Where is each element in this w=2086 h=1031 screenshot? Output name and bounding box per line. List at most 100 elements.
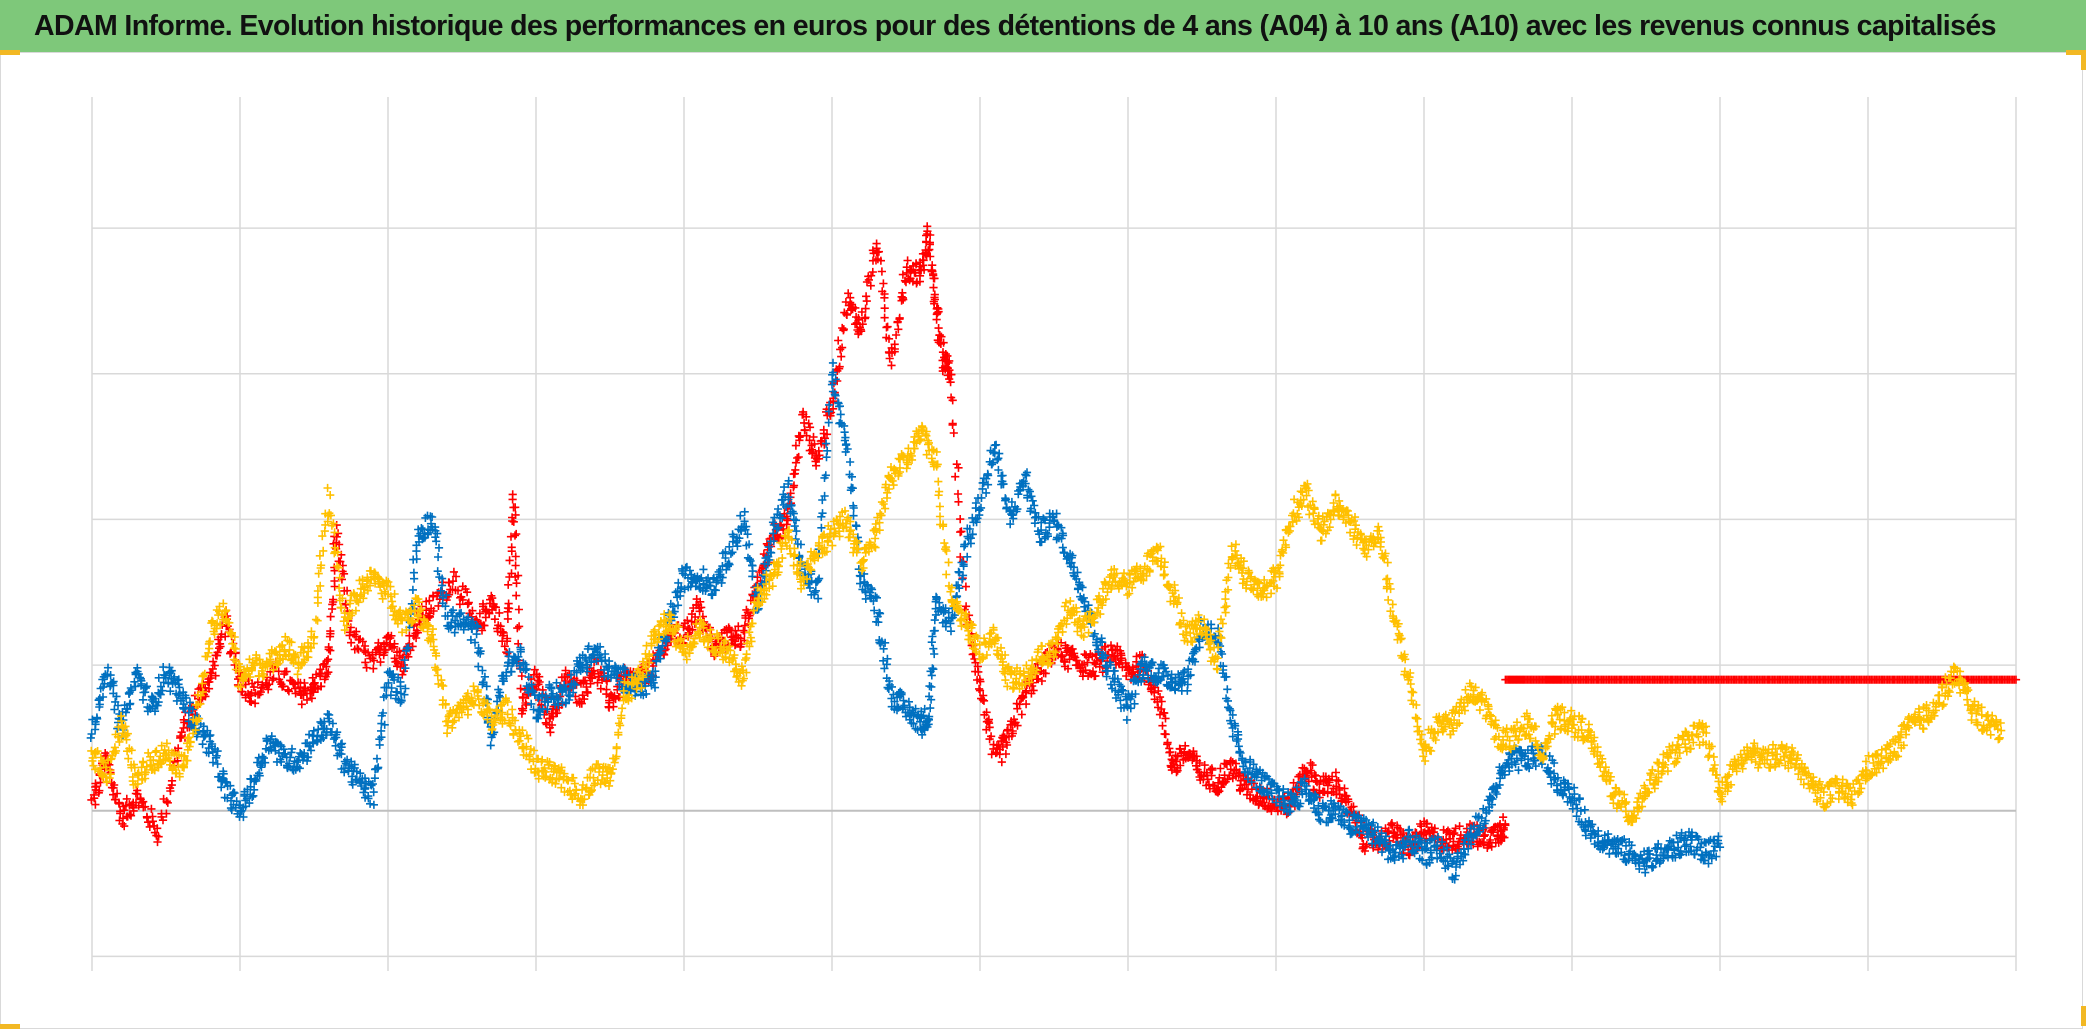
data-point: [480, 621, 489, 630]
data-point: [894, 325, 903, 334]
data-point: [511, 510, 520, 519]
data-point: [1022, 700, 1031, 709]
data-point: [1161, 730, 1170, 739]
data-point: [369, 788, 378, 797]
data-point: [432, 537, 441, 546]
data-point: [975, 686, 985, 695]
data-point: [1636, 851, 1645, 860]
data-point: [463, 588, 472, 597]
data-point: [872, 239, 881, 248]
corner-mark-top-left: [0, 50, 20, 55]
data-point: [148, 812, 157, 821]
data-point: [919, 261, 928, 270]
data-point: [946, 627, 956, 636]
data-point: [979, 691, 988, 700]
data-point: [926, 704, 935, 713]
data-point: [210, 661, 219, 670]
data-point: [945, 356, 954, 365]
data-point: [387, 631, 396, 640]
data-point: [933, 308, 942, 317]
data-point: [596, 684, 605, 693]
data-point: [324, 668, 333, 677]
data-point: [834, 336, 843, 345]
data-point: [696, 597, 705, 606]
data-point: [162, 797, 171, 806]
data-point: [920, 265, 929, 274]
data-point: [512, 579, 521, 588]
data-point: [791, 441, 800, 450]
data-point: [278, 682, 287, 691]
data-point: [145, 822, 154, 831]
corner-mark-bottom-left: [0, 1024, 20, 1029]
data-point: [1117, 654, 1126, 663]
data-point: [930, 290, 939, 299]
data-point: [307, 694, 316, 703]
data-point: [326, 646, 335, 655]
data-point: [961, 582, 970, 591]
data-point: [212, 651, 222, 660]
data-point: [1580, 805, 1589, 814]
data-point: [683, 616, 692, 625]
data-point: [954, 463, 963, 472]
data-point: [951, 472, 960, 481]
data-point: [238, 687, 247, 696]
data-point: [269, 674, 278, 683]
data-point: [582, 682, 591, 692]
data-point: [588, 674, 597, 683]
data-point: [985, 723, 994, 732]
data-point: [289, 680, 298, 689]
data-point: [512, 591, 521, 600]
data-point: [925, 240, 934, 249]
data-point: [561, 666, 570, 675]
data-point: [282, 667, 291, 676]
data-point: [404, 652, 413, 661]
data-point: [975, 675, 984, 684]
data-point: [1013, 704, 1022, 713]
data-point: [1002, 738, 1011, 747]
data-point: [789, 481, 799, 490]
data-point: [998, 742, 1007, 751]
data-point: [1166, 747, 1175, 757]
data-point: [334, 529, 343, 538]
data-point: [481, 613, 490, 622]
data-point: [518, 693, 528, 702]
data-point: [310, 679, 319, 688]
data-point: [928, 267, 937, 276]
data-point: [992, 440, 1001, 449]
data-point: [137, 798, 147, 807]
corner-mark-bottom-right-v: [2081, 1006, 2086, 1026]
data-point: [818, 509, 827, 518]
data-point: [868, 267, 877, 277]
data-point: [314, 725, 323, 734]
data-point: [890, 344, 899, 354]
data-point: [91, 800, 100, 809]
data-point: [740, 507, 749, 516]
data-point: [122, 794, 131, 803]
data-point: [201, 683, 210, 692]
data-point: [395, 647, 404, 656]
data-point: [287, 744, 297, 753]
data-point: [412, 626, 421, 635]
data-point: [503, 614, 512, 623]
data-point: [408, 585, 417, 594]
data-point: [1008, 729, 1017, 738]
data-point: [1331, 768, 1340, 777]
data-point: [116, 807, 125, 816]
data-point: [509, 517, 518, 526]
data-point: [217, 783, 226, 792]
data-point: [1081, 666, 1090, 675]
data-point: [885, 354, 894, 363]
data-point: [511, 561, 520, 570]
data-point: [341, 600, 351, 609]
data-point: [945, 366, 954, 375]
data-point: [844, 289, 853, 298]
data-point: [577, 699, 586, 708]
data-point: [1029, 686, 1038, 695]
chart-frame: [0, 52, 2083, 1029]
data-point: [125, 810, 134, 819]
data-point: [274, 667, 283, 676]
data-point: [791, 458, 801, 467]
data-point: [745, 611, 754, 620]
data-point: [930, 299, 939, 308]
data-point: [838, 343, 847, 352]
